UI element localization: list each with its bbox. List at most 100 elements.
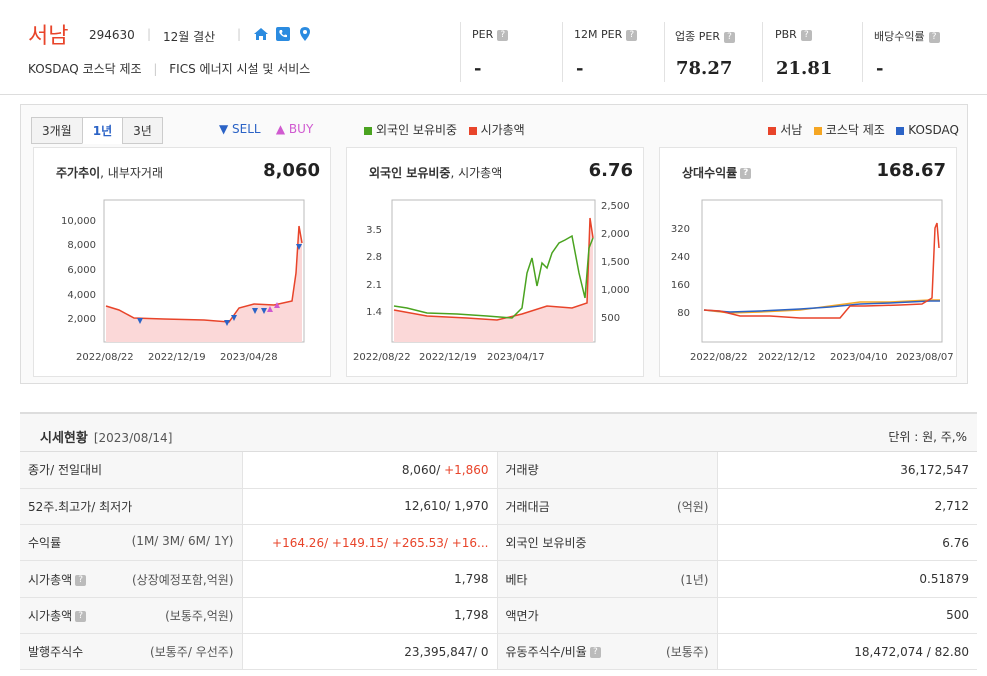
- divider: [562, 22, 563, 82]
- table-row: 수익률 (1M/ 3M/ 6M/ 1Y) +164.26/ +149.15/ +26…: [20, 524, 977, 562]
- row-value: 8,060/ +1,860: [242, 452, 498, 489]
- row-value: 1,798: [242, 560, 498, 598]
- tab-1y[interactable]: 1년: [81, 117, 124, 144]
- row-label: 시가총액? (상장예정포함,억원): [20, 560, 243, 598]
- price-chart: 10,000 8,000 6,000 4,000 2,000 2022/08/2…: [61, 199, 305, 363]
- y-tick-right: 1,500: [601, 257, 630, 268]
- legend-swatch-red: [768, 126, 777, 135]
- panel-value: 6.76: [588, 160, 633, 181]
- sell-buy-legend: ▼ SELL ▲ BUY: [219, 122, 313, 136]
- legend-marketcap: 시가총액: [480, 123, 525, 137]
- row-value: 36,172,547: [717, 452, 977, 489]
- row-label: 발행주식수 (보통주/ 우선주): [20, 633, 243, 671]
- table-row: 시가총액? (상장예정포함,억원) 1,798 베타 (1년) 0.51879: [20, 560, 977, 598]
- legend-swatch-red: [468, 126, 477, 135]
- table-unit: 단위 : 원, 주,%: [888, 430, 967, 444]
- location-icon[interactable]: [297, 26, 313, 42]
- legend-kosdaq-mfg: 코스닥 제조: [825, 123, 885, 137]
- row-value: 6.76: [717, 524, 977, 562]
- 12m-per-value: -: [576, 58, 584, 79]
- help-icon[interactable]: ?: [723, 31, 735, 43]
- table-row: 발행주식수 (보통주/ 우선주) 23,395,847/ 0 유동주식수/비율? (보통…: [20, 633, 977, 671]
- y-tick-right: 1,000: [601, 285, 630, 296]
- tab-3m[interactable]: 3개월: [31, 117, 83, 144]
- buy-toggle[interactable]: ▲ BUY: [275, 122, 314, 136]
- y-tick: 2,000: [67, 314, 96, 325]
- phone-icon[interactable]: [275, 26, 291, 42]
- relative-return-panel[interactable]: 상대수익률? 168.67 320 240 160 80 2022/08/22 …: [659, 147, 957, 377]
- company-header: 서남 294630 | 12월 결산 | KOSDAQ 코스닥 제조 | FIC…: [0, 0, 987, 95]
- relative-return-chart: 320 240 160 80 2022/08/22 2022/12/12 202…: [671, 199, 954, 363]
- sell-toggle[interactable]: ▼ SELL: [219, 122, 261, 136]
- row-value: 23,395,847/ 0: [242, 633, 498, 671]
- company-code: 294630: [89, 28, 135, 42]
- foreign-legend: 외국인 보유비중 시가총액: [364, 121, 525, 138]
- help-icon[interactable]: ?: [497, 29, 509, 41]
- x-tick: 2022/12/12: [758, 352, 816, 363]
- y-tick-right: 2,500: [601, 201, 630, 212]
- divider: [460, 22, 461, 82]
- legend-foreign: 외국인 보유비중: [376, 123, 458, 137]
- industry-per-label: 업종 PER?: [675, 28, 735, 44]
- tab-3y[interactable]: 3년: [122, 117, 163, 144]
- dividend-yield-label: 배당수익률?: [874, 28, 940, 44]
- divider: [664, 22, 665, 82]
- help-icon[interactable]: ?: [800, 29, 812, 41]
- x-tick: 2022/12/19: [419, 352, 477, 363]
- industry-per-value: 78.27: [676, 58, 733, 79]
- panel-title: 외국인 보유비중, 시가총액: [369, 166, 503, 180]
- y-tick-right: 2,000: [601, 229, 630, 240]
- row-value: 500: [717, 597, 977, 634]
- table-row: 52주.최고가/ 최저가 12,610/ 1,970 거래대금 (억원) 2,712: [20, 488, 977, 526]
- help-icon[interactable]: ?: [75, 574, 87, 586]
- foreign-chart: 3.5 2.8 2.1 1.4 2,500 2,000 1,500 1,000 …: [353, 199, 630, 363]
- y-tick: 320: [671, 224, 690, 235]
- row-label: 수익률 (1M/ 3M/ 6M/ 1Y): [20, 524, 243, 562]
- divider: [762, 22, 763, 82]
- row-label: 거래량: [497, 452, 718, 489]
- sector-label: FICS 에너지 시설 및 서비스: [169, 62, 311, 76]
- row-value: 2,712: [717, 488, 977, 526]
- relative-legend: 서남 코스닥 제조 KOSDAQ: [768, 121, 959, 138]
- panel-title: 주가추이, 내부자거래: [56, 166, 164, 180]
- help-icon[interactable]: ?: [75, 610, 87, 622]
- y-tick: 80: [677, 308, 690, 319]
- company-name: 서남: [28, 24, 69, 49]
- y-tick: 4,000: [67, 290, 96, 301]
- legend-kosdaq: KOSDAQ: [908, 123, 959, 137]
- dividend-yield-value: -: [876, 58, 884, 79]
- market-label: KOSDAQ 코스닥 제조: [28, 62, 142, 76]
- legend-seonam: 서남: [780, 123, 803, 137]
- y-tick: 2.8: [366, 252, 382, 263]
- help-icon[interactable]: ?: [589, 647, 601, 659]
- table-title: 시세현황 [2023/08/14]: [40, 431, 173, 446]
- y-tick: 1.4: [366, 307, 382, 318]
- help-icon[interactable]: ?: [626, 29, 638, 41]
- per-value: -: [474, 58, 482, 79]
- row-label: 외국인 보유비중: [497, 524, 718, 562]
- row-label: 베타 (1년): [497, 560, 718, 598]
- row-label: 거래대금 (억원): [497, 488, 718, 526]
- period-tabs: 3개월 1년 3년: [31, 117, 163, 144]
- x-tick: 2022/08/22: [690, 352, 748, 363]
- y-tick: 160: [671, 280, 690, 291]
- price-chart-panel[interactable]: 주가추이, 내부자거래 8,060 10,000 8,000 6,000 4,0…: [33, 147, 331, 377]
- foreign-chart-panel[interactable]: 외국인 보유비중, 시가총액 6.76 3.5 2.8 2.1 1.4 2,50…: [346, 147, 644, 377]
- help-icon[interactable]: ?: [740, 168, 752, 179]
- price-status-table: 시세현황 [2023/08/14] 단위 : 원, 주,% 종가/ 전일대비 8,0…: [20, 412, 977, 671]
- x-tick: 2023/04/28: [220, 352, 278, 363]
- y-tick: 240: [671, 252, 690, 263]
- x-tick: 2023/08/07: [896, 352, 954, 363]
- home-icon[interactable]: [253, 26, 269, 42]
- y-tick: 10,000: [61, 216, 96, 227]
- x-tick: 2022/12/19: [148, 352, 206, 363]
- 12m-per-label: 12M PER?: [574, 28, 638, 41]
- per-label: PER?: [472, 28, 509, 41]
- row-value: 1,798: [242, 597, 498, 634]
- panel-value: 168.67: [876, 160, 946, 181]
- y-tick: 8,000: [67, 240, 96, 251]
- table-row: 시가총액? (보통주,억원) 1,798 액면가 500: [20, 597, 977, 634]
- help-icon[interactable]: ?: [928, 31, 940, 43]
- row-value: 12,610/ 1,970: [242, 488, 498, 526]
- row-label: 52주.최고가/ 최저가: [20, 488, 243, 526]
